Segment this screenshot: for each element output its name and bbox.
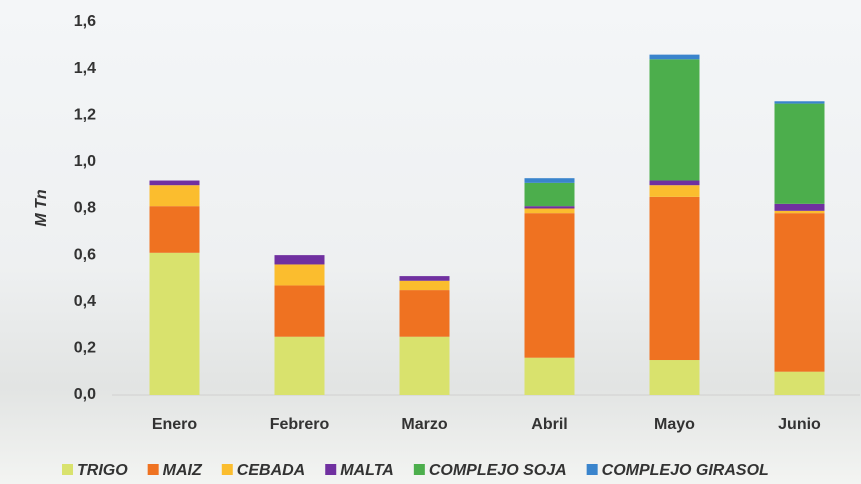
bar-segment	[150, 253, 200, 395]
background	[0, 0, 861, 484]
bar-segment	[525, 183, 575, 206]
y-tick-label: 0,2	[74, 340, 96, 357]
bar-segment	[150, 185, 200, 206]
chart: M Tn 0,0 0,2 0,4 0,6 0,8 1,0 1,2 1,4 1,6 Enero Feb…	[0, 0, 861, 484]
bar-segment	[775, 204, 825, 211]
bar-segment	[525, 178, 575, 183]
bar-segment	[775, 104, 825, 204]
bar-segment	[150, 181, 200, 186]
y-axis-label: M Tn	[33, 189, 50, 227]
legend-swatch	[587, 464, 598, 475]
x-tick-label: Mayo	[654, 416, 695, 433]
legend-label: MALTA	[340, 462, 394, 479]
bar-segment	[275, 264, 325, 285]
legend-label: TRIGO	[77, 462, 128, 479]
y-tick-label: 1,2	[74, 106, 96, 123]
y-tick-label: 1,0	[74, 153, 96, 170]
bar-segment	[275, 285, 325, 336]
bar-segment	[150, 206, 200, 253]
bar-segment	[275, 337, 325, 395]
legend-swatch	[325, 464, 336, 475]
legend-label: COMPLEJO SOJA	[429, 462, 567, 479]
legend-label: CEBADA	[237, 462, 305, 479]
legend-swatch	[148, 464, 159, 475]
x-tick-label: Abril	[531, 416, 567, 433]
bar-segment	[275, 255, 325, 264]
bar-segment	[775, 372, 825, 395]
y-tick-label: 0,6	[74, 246, 96, 263]
bar-segment	[400, 281, 450, 290]
bar-segment	[650, 181, 700, 186]
bar-segment	[650, 59, 700, 180]
bar-segment	[525, 206, 575, 208]
y-tick-label: 1,4	[74, 60, 96, 77]
y-tick-label: 1,6	[74, 13, 96, 30]
legend-swatch	[222, 464, 233, 475]
bar-segment	[400, 337, 450, 395]
legend-label: MAIZ	[163, 462, 203, 479]
bar-segment	[775, 101, 825, 103]
y-tick-label: 0,4	[74, 293, 96, 310]
legend-swatch	[62, 464, 73, 475]
bar-segment	[650, 185, 700, 197]
x-tick-label: Junio	[778, 416, 821, 433]
bar-segment	[650, 55, 700, 60]
y-tick-label: 0,8	[74, 200, 96, 217]
bar-segment	[650, 360, 700, 395]
bar-segment	[775, 213, 825, 372]
bar-segment	[400, 276, 450, 281]
x-tick-label: Enero	[152, 416, 198, 433]
bar-segment	[775, 211, 825, 213]
bar-segment	[525, 213, 575, 358]
legend-label: COMPLEJO GIRASOL	[602, 462, 769, 479]
bar-segment	[525, 358, 575, 395]
legend-swatch	[414, 464, 425, 475]
bar-segment	[400, 290, 450, 337]
bar-segment	[650, 197, 700, 360]
bar-segment	[525, 209, 575, 214]
y-tick-label: 0,0	[74, 386, 96, 403]
x-tick-label: Febrero	[270, 416, 330, 433]
x-tick-label: Marzo	[401, 416, 447, 433]
